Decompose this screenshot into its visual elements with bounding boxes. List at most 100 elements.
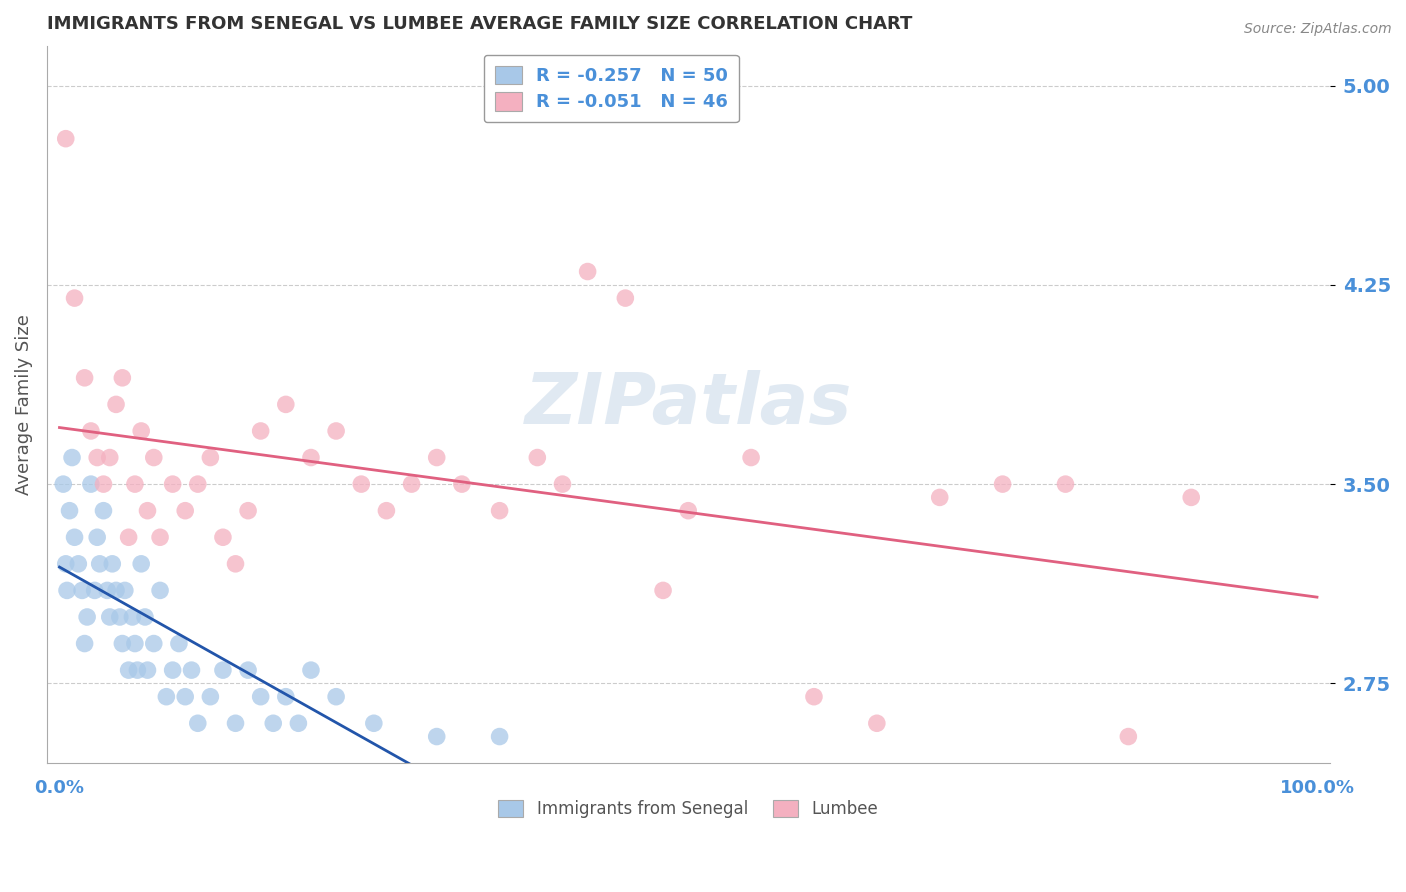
Point [375, 504, 398, 518]
Point [93, 477, 115, 491]
Point [55, 131, 77, 145]
Point [76, 610, 98, 624]
Point [350, 477, 373, 491]
Point [136, 504, 159, 518]
Point [58, 504, 80, 518]
Point [299, 450, 322, 465]
Point [187, 477, 209, 491]
Point [162, 663, 184, 677]
Point [488, 730, 510, 744]
Point [450, 477, 472, 491]
Point [117, 530, 139, 544]
Point [52, 477, 75, 491]
Point [114, 583, 136, 598]
Point [155, 690, 177, 704]
Point [652, 583, 675, 598]
Point [80, 477, 103, 491]
Point [86, 450, 108, 465]
Point [740, 450, 762, 465]
Point [111, 636, 134, 650]
Point [105, 397, 128, 411]
Point [200, 450, 222, 465]
Point [56, 583, 79, 598]
Point [63, 530, 86, 544]
Point [124, 477, 146, 491]
Point [249, 690, 271, 704]
Point [174, 690, 197, 704]
Point [98, 610, 121, 624]
Point [134, 610, 156, 624]
Legend: Immigrants from Senegal, Lumbee: Immigrants from Senegal, Lumbee [491, 792, 886, 827]
Point [262, 716, 284, 731]
Point [551, 477, 574, 491]
Point [167, 636, 190, 650]
Point [274, 397, 297, 411]
Point [93, 504, 115, 518]
Point [526, 450, 548, 465]
Point [249, 424, 271, 438]
Point [401, 477, 423, 491]
Point [676, 504, 699, 518]
Point [991, 477, 1014, 491]
Point [426, 730, 449, 744]
Point [129, 557, 152, 571]
Point [236, 504, 259, 518]
Point [101, 557, 124, 571]
Point [86, 530, 108, 544]
Point [80, 424, 103, 438]
Point [55, 557, 77, 571]
Point [287, 716, 309, 731]
Point [67, 557, 90, 571]
Point [121, 610, 143, 624]
Point [149, 583, 172, 598]
Point [274, 690, 297, 704]
Point [488, 504, 510, 518]
Point [1118, 730, 1140, 744]
Point [89, 557, 111, 571]
Point [187, 716, 209, 731]
Point [111, 371, 134, 385]
Point [325, 424, 347, 438]
Point [60, 450, 83, 465]
Y-axis label: Average Family Size: Average Family Size [15, 314, 32, 495]
Text: Source: ZipAtlas.com: Source: ZipAtlas.com [1244, 22, 1392, 37]
Point [70, 583, 93, 598]
Point [142, 450, 165, 465]
Point [866, 716, 889, 731]
Point [83, 583, 105, 598]
Point [225, 716, 247, 731]
Point [928, 491, 950, 505]
Point [236, 663, 259, 677]
Point [363, 716, 385, 731]
Point [142, 636, 165, 650]
Point [136, 663, 159, 677]
Point [200, 690, 222, 704]
Point [174, 504, 197, 518]
Point [1054, 477, 1077, 491]
Point [73, 371, 96, 385]
Point [614, 291, 637, 305]
Point [63, 291, 86, 305]
Point [212, 663, 235, 677]
Text: IMMIGRANTS FROM SENEGAL VS LUMBEE AVERAGE FAMILY SIZE CORRELATION CHART: IMMIGRANTS FROM SENEGAL VS LUMBEE AVERAG… [46, 15, 912, 33]
Point [576, 264, 599, 278]
Point [96, 583, 118, 598]
Point [299, 663, 322, 677]
Point [129, 424, 152, 438]
Point [225, 557, 247, 571]
Point [149, 530, 172, 544]
Point [212, 530, 235, 544]
Point [124, 636, 146, 650]
Point [162, 477, 184, 491]
Point [180, 663, 202, 677]
Text: ZIPatlas: ZIPatlas [524, 370, 852, 439]
Point [117, 663, 139, 677]
Point [105, 583, 128, 598]
Point [426, 450, 449, 465]
Point [803, 690, 825, 704]
Point [127, 663, 149, 677]
Point [73, 636, 96, 650]
Point [98, 450, 121, 465]
Point [325, 690, 347, 704]
Point [108, 610, 131, 624]
